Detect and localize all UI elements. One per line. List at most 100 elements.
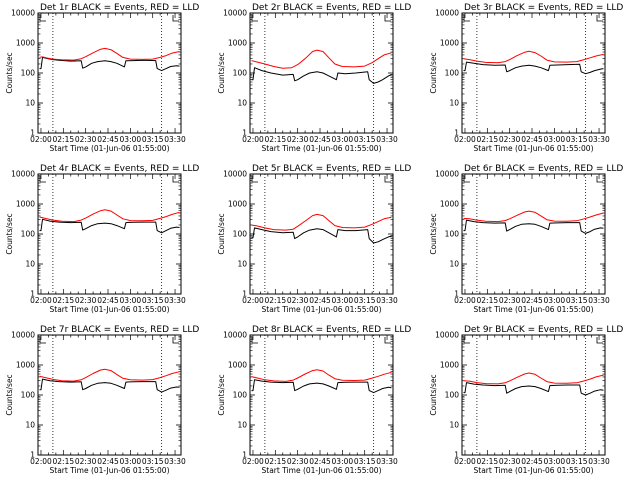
x-tick-label: 02:45 (521, 135, 543, 144)
corner-marker (463, 176, 470, 183)
lld-series-line (39, 47, 180, 61)
x-tick-label: 03:15 (142, 457, 164, 466)
y-tick-label: 10000 (223, 9, 247, 18)
y-tick-label: 10000 (11, 9, 35, 18)
y-tick-label: 1000 (440, 39, 459, 48)
y-tick-label: 100 (21, 69, 36, 78)
lld-series-line (251, 49, 392, 69)
x-tick-label: 03:15 (566, 135, 588, 144)
y-tick-label: 1000 (228, 361, 247, 370)
y-tick-label: 1 (454, 451, 459, 460)
y-tick-label: 10000 (435, 331, 459, 340)
panel-3: Det 3r BLACK = Events, RED = LLD 1 10 100 10… (429, 3, 623, 153)
plot-frame (249, 173, 394, 295)
y-tick-label: 1 (30, 129, 35, 138)
y-tick-label: 10000 (435, 9, 459, 18)
y-axis-label: Counts/sec (429, 213, 438, 254)
x-tick-label: 03:30 (588, 135, 610, 144)
corner-marker (251, 337, 258, 344)
y-tick-label: 100 (233, 69, 248, 78)
x-tick-label: 03:30 (376, 296, 398, 305)
plot-frame (37, 334, 182, 456)
y-tick-label: 10000 (11, 170, 35, 179)
y-tick-label: 1 (454, 129, 459, 138)
panel-7: Det 7r BLACK = Events, RED = LLD 1 10 100 10… (5, 325, 199, 475)
panel-title: Det 4r BLACK = Events, RED = LLD (40, 164, 199, 174)
y-axis-label: Counts/sec (429, 52, 438, 93)
y-tick-label: 1000 (228, 200, 247, 209)
x-tick-label: 02:30 (75, 135, 97, 144)
y-tick-label: 1000 (440, 361, 459, 370)
y-tick-label: 1000 (228, 39, 247, 48)
x-tick-label: 03:00 (544, 135, 566, 144)
x-tick-label: 03:15 (566, 457, 588, 466)
y-tick-label: 1000 (16, 361, 35, 370)
events-series-line (463, 382, 604, 396)
x-tick-label: 02:30 (287, 296, 309, 305)
y-tick-label: 1 (242, 451, 247, 460)
x-axis-label: Start Time (01-Jun-06 01:55:00) (50, 466, 170, 475)
panel-title: Det 2r BLACK = Events, RED = LLD (252, 3, 411, 13)
lld-series-line (251, 369, 392, 382)
corner-marker (39, 15, 46, 22)
y-tick-label: 1 (454, 290, 459, 299)
x-tick-label: 02:00 (454, 296, 476, 305)
y-tick-label: 100 (445, 230, 460, 239)
y-tick-label: 1000 (16, 200, 35, 209)
x-tick-label: 02:15 (265, 457, 287, 466)
x-tick-label: 02:15 (477, 457, 499, 466)
x-tick-label: 02:30 (287, 135, 309, 144)
corner-marker (463, 15, 470, 22)
y-tick-label: 10 (25, 421, 35, 430)
corner-marker (596, 15, 603, 22)
x-tick-label: 02:45 (309, 296, 331, 305)
events-series-line (39, 378, 180, 393)
x-tick-label: 02:45 (97, 457, 119, 466)
y-tick-label: 10 (25, 99, 35, 108)
panel-title: Det 5r BLACK = Events, RED = LLD (252, 164, 411, 174)
events-series-line (463, 219, 604, 234)
panel-title: Det 3r BLACK = Events, RED = LLD (464, 3, 623, 13)
x-tick-label: 03:15 (566, 296, 588, 305)
x-tick-label: 02:45 (309, 135, 331, 144)
x-tick-label: 02:00 (242, 135, 264, 144)
y-tick-label: 10 (449, 421, 459, 430)
x-tick-label: 03:15 (142, 296, 164, 305)
y-tick-label: 10 (237, 99, 247, 108)
panel-4: Det 4r BLACK = Events, RED = LLD 1 10 100 10… (5, 164, 199, 314)
x-tick-label: 02:00 (30, 135, 52, 144)
corner-marker (39, 176, 46, 183)
events-series-line (251, 67, 392, 84)
x-tick-label: 03:00 (332, 296, 354, 305)
panel-title: Det 1r BLACK = Events, RED = LLD (40, 3, 199, 13)
x-tick-label: 03:00 (332, 457, 354, 466)
panel-9: Det 9r BLACK = Events, RED = LLD 1 10 100 10… (429, 325, 623, 475)
lld-series-line (39, 368, 180, 382)
x-tick-label: 03:30 (588, 457, 610, 466)
y-tick-label: 1000 (440, 200, 459, 209)
y-tick-label: 10000 (435, 170, 459, 179)
y-tick-label: 1 (30, 451, 35, 460)
x-tick-label: 03:15 (354, 135, 376, 144)
events-series-line (463, 61, 604, 75)
panel-6: Det 6r BLACK = Events, RED = LLD 1 10 100 10… (429, 164, 623, 314)
y-tick-label: 10 (449, 99, 459, 108)
x-tick-label: 02:00 (454, 457, 476, 466)
x-tick-label: 02:15 (477, 296, 499, 305)
x-tick-label: 03:30 (164, 135, 186, 144)
x-tick-label: 02:15 (265, 296, 287, 305)
plot-frame (249, 334, 394, 456)
x-tick-label: 03:00 (544, 457, 566, 466)
x-tick-label: 02:30 (287, 457, 309, 466)
x-tick-label: 03:00 (120, 135, 142, 144)
y-tick-label: 1 (242, 290, 247, 299)
x-tick-label: 03:30 (164, 457, 186, 466)
x-tick-label: 03:15 (354, 457, 376, 466)
lld-series-line (463, 50, 604, 64)
x-tick-label: 03:30 (376, 457, 398, 466)
x-tick-label: 03:30 (376, 135, 398, 144)
x-tick-label: 02:00 (30, 457, 52, 466)
corner-marker (39, 337, 46, 344)
panel-8: Det 8r BLACK = Events, RED = LLD 1 10 100 10… (217, 325, 411, 475)
plot-frame (461, 173, 606, 295)
